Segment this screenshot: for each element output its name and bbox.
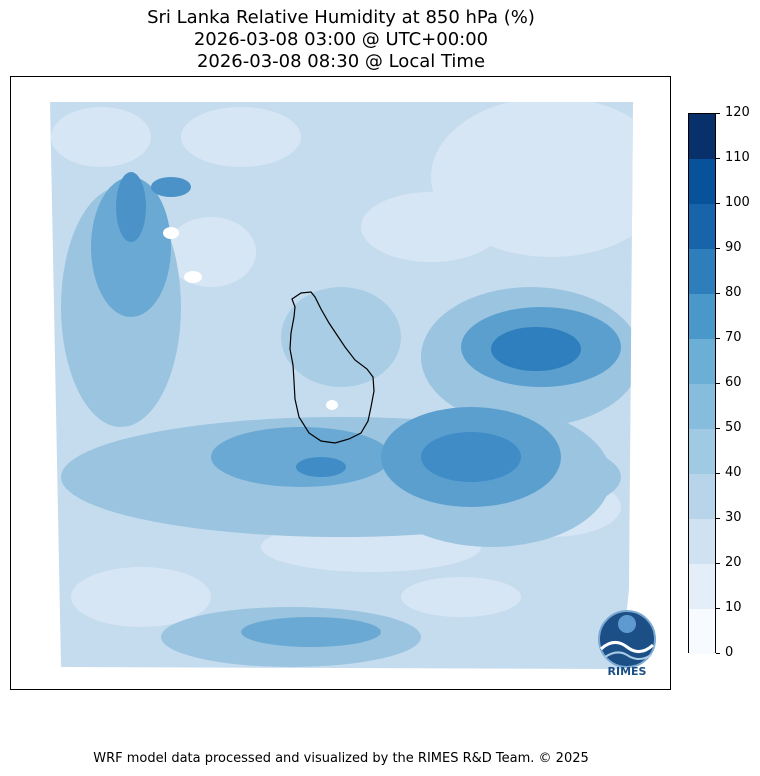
colorbar-segment (689, 429, 715, 474)
colorbar-tick-10: 10 (716, 601, 742, 615)
colorbar-tick-80: 80 (716, 286, 742, 300)
map-frame: RIMES (10, 76, 671, 690)
title-line-3: 2026-03-08 08:30 @ Local Time (196, 51, 486, 72)
humidity-contour (91, 177, 171, 317)
colorbar-tick-50: 50 (716, 421, 742, 435)
humidity-contour (281, 287, 401, 387)
humidity-contour (296, 457, 346, 477)
humidity-contour (421, 432, 521, 482)
colorbar-segment (689, 294, 715, 339)
colorbar-segment (689, 519, 715, 564)
colorbar-segment (689, 564, 715, 609)
colorbar-segment (689, 249, 715, 294)
humidity-contour (71, 567, 211, 627)
humidity-contour (491, 327, 581, 371)
colorbar-segment (689, 339, 715, 384)
humidity-contour (116, 172, 146, 242)
colorbar-tick-120: 120 (716, 106, 750, 120)
humidity-contour (241, 617, 381, 647)
colorbar-tick-70: 70 (716, 331, 742, 345)
humidity-contour (401, 577, 521, 617)
humidity-contour (181, 107, 301, 167)
title-line-2: 2026-03-08 03:00 @ UTC+00:00 (193, 29, 489, 50)
colorbar (688, 113, 716, 654)
missing-data-patch (326, 400, 338, 410)
colorbar-segment (689, 114, 715, 159)
colorbar-tick-0: 0 (716, 646, 733, 660)
colorbar-tick-30: 30 (716, 511, 742, 525)
missing-data-patch (163, 227, 179, 239)
logo-text: RIMES (608, 665, 647, 678)
colorbar-ticks: 120 110 100 90 80 70 60 50 40 30 20 10 0 (716, 106, 760, 660)
rimes-logo: RIMES (598, 610, 656, 678)
missing-data-patch (184, 271, 202, 283)
humidity-contour (51, 107, 151, 167)
sri-lanka-coastline (289, 291, 375, 444)
map-title: Sri Lanka Relative Humidity at 850 hPa (… (0, 7, 682, 73)
title-line-1: Sri Lanka Relative Humidity at 850 hPa (… (147, 7, 535, 28)
colorbar-tick-40: 40 (716, 466, 742, 480)
colorbar-tick-90: 90 (716, 241, 742, 255)
colorbar-segment (689, 384, 715, 429)
colorbar-tick-60: 60 (716, 376, 742, 390)
colorbar-segment (689, 474, 715, 519)
colorbar-segment (689, 204, 715, 249)
colorbar-tick-100: 100 (716, 196, 750, 210)
humidity-field-map: RIMES (50, 102, 656, 678)
humidity-contour (151, 177, 191, 197)
colorbar-segment (689, 159, 715, 204)
colorbar-segment (689, 609, 715, 654)
humidity-contour (166, 217, 256, 287)
humidity-contour (211, 427, 391, 487)
humidity-contour (361, 192, 501, 262)
footer-credit: WRF model data processed and visualized … (93, 751, 589, 766)
colorbar-tick-110: 110 (716, 151, 750, 165)
colorbar-tick-20: 20 (716, 556, 742, 570)
